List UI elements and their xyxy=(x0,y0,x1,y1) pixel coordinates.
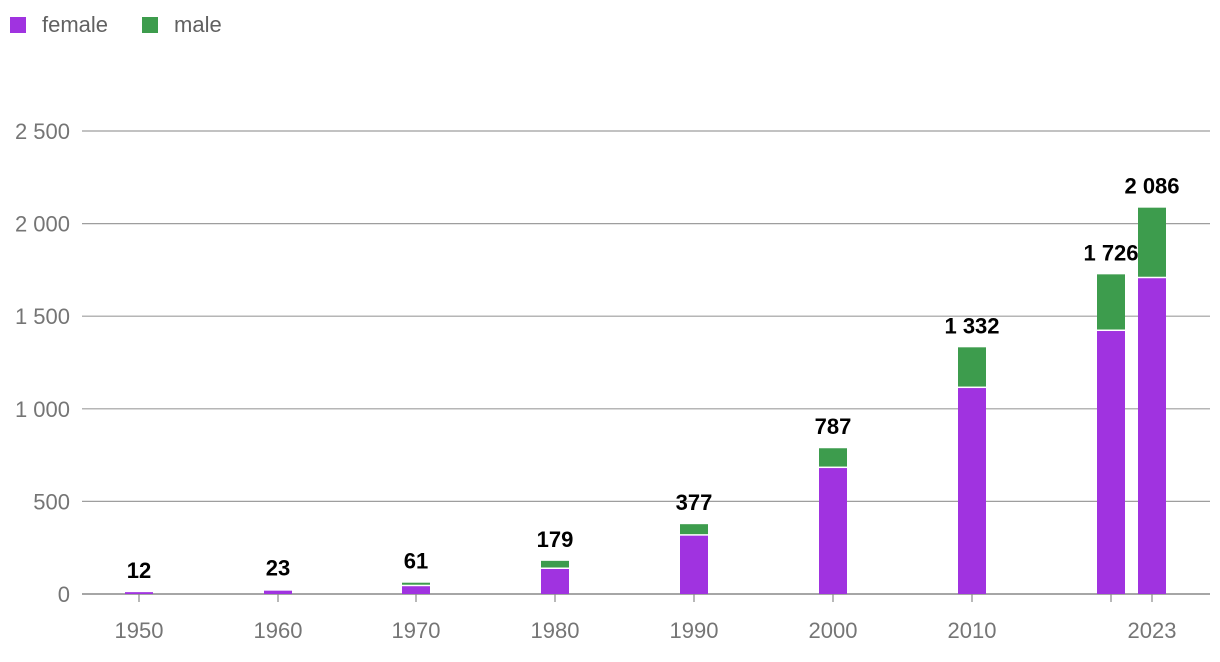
y-tick-label: 2 000 xyxy=(15,212,70,237)
x-tick-label: 2000 xyxy=(809,618,858,643)
bar-female xyxy=(541,568,569,594)
x-tick-label: 1980 xyxy=(531,618,580,643)
chart-legend: female male xyxy=(10,12,222,38)
legend-item-male[interactable]: male xyxy=(142,12,222,38)
bar-male xyxy=(1097,274,1125,330)
bar-female xyxy=(1138,278,1166,594)
legend-swatch-female xyxy=(10,17,26,33)
y-tick-label: 0 xyxy=(58,582,70,607)
legend-label-female: female xyxy=(42,12,109,37)
total-label: 1 332 xyxy=(944,313,999,338)
bar-female xyxy=(958,388,986,594)
bar-female xyxy=(264,590,292,594)
total-label: 12 xyxy=(127,558,151,583)
bar-female xyxy=(402,586,430,594)
y-tick-label: 1 500 xyxy=(15,304,70,329)
bar-female xyxy=(125,592,153,594)
bar-male xyxy=(1138,207,1166,277)
bar-female xyxy=(1097,331,1125,594)
y-tick-label: 500 xyxy=(33,489,70,514)
bar-male xyxy=(402,582,430,585)
total-label: 1 726 xyxy=(1083,240,1138,265)
bar-male xyxy=(541,560,569,568)
y-tick-label: 1 000 xyxy=(15,397,70,422)
bar-male xyxy=(680,524,708,535)
total-label: 23 xyxy=(266,556,290,581)
bar-female xyxy=(680,535,708,594)
x-tick-label: 1990 xyxy=(670,618,719,643)
total-label: 377 xyxy=(676,490,713,515)
total-label: 179 xyxy=(537,527,574,552)
total-label: 2 086 xyxy=(1124,174,1179,199)
total-label: 787 xyxy=(815,414,852,439)
legend-label-male: male xyxy=(174,12,222,37)
x-tick-label: 2010 xyxy=(948,618,997,643)
x-tick-label: 1970 xyxy=(392,618,441,643)
total-label: 61 xyxy=(404,549,428,574)
bar-male xyxy=(958,347,986,387)
x-tick-label: 2023 xyxy=(1128,618,1177,643)
legend-swatch-male xyxy=(142,17,159,33)
y-tick-label: 2 500 xyxy=(15,119,70,144)
bar-female xyxy=(819,468,847,594)
x-tick-label: 1960 xyxy=(254,618,303,643)
legend-item-female[interactable]: female xyxy=(10,12,108,38)
bar-male xyxy=(819,448,847,467)
x-tick-label: 1950 xyxy=(115,618,164,643)
